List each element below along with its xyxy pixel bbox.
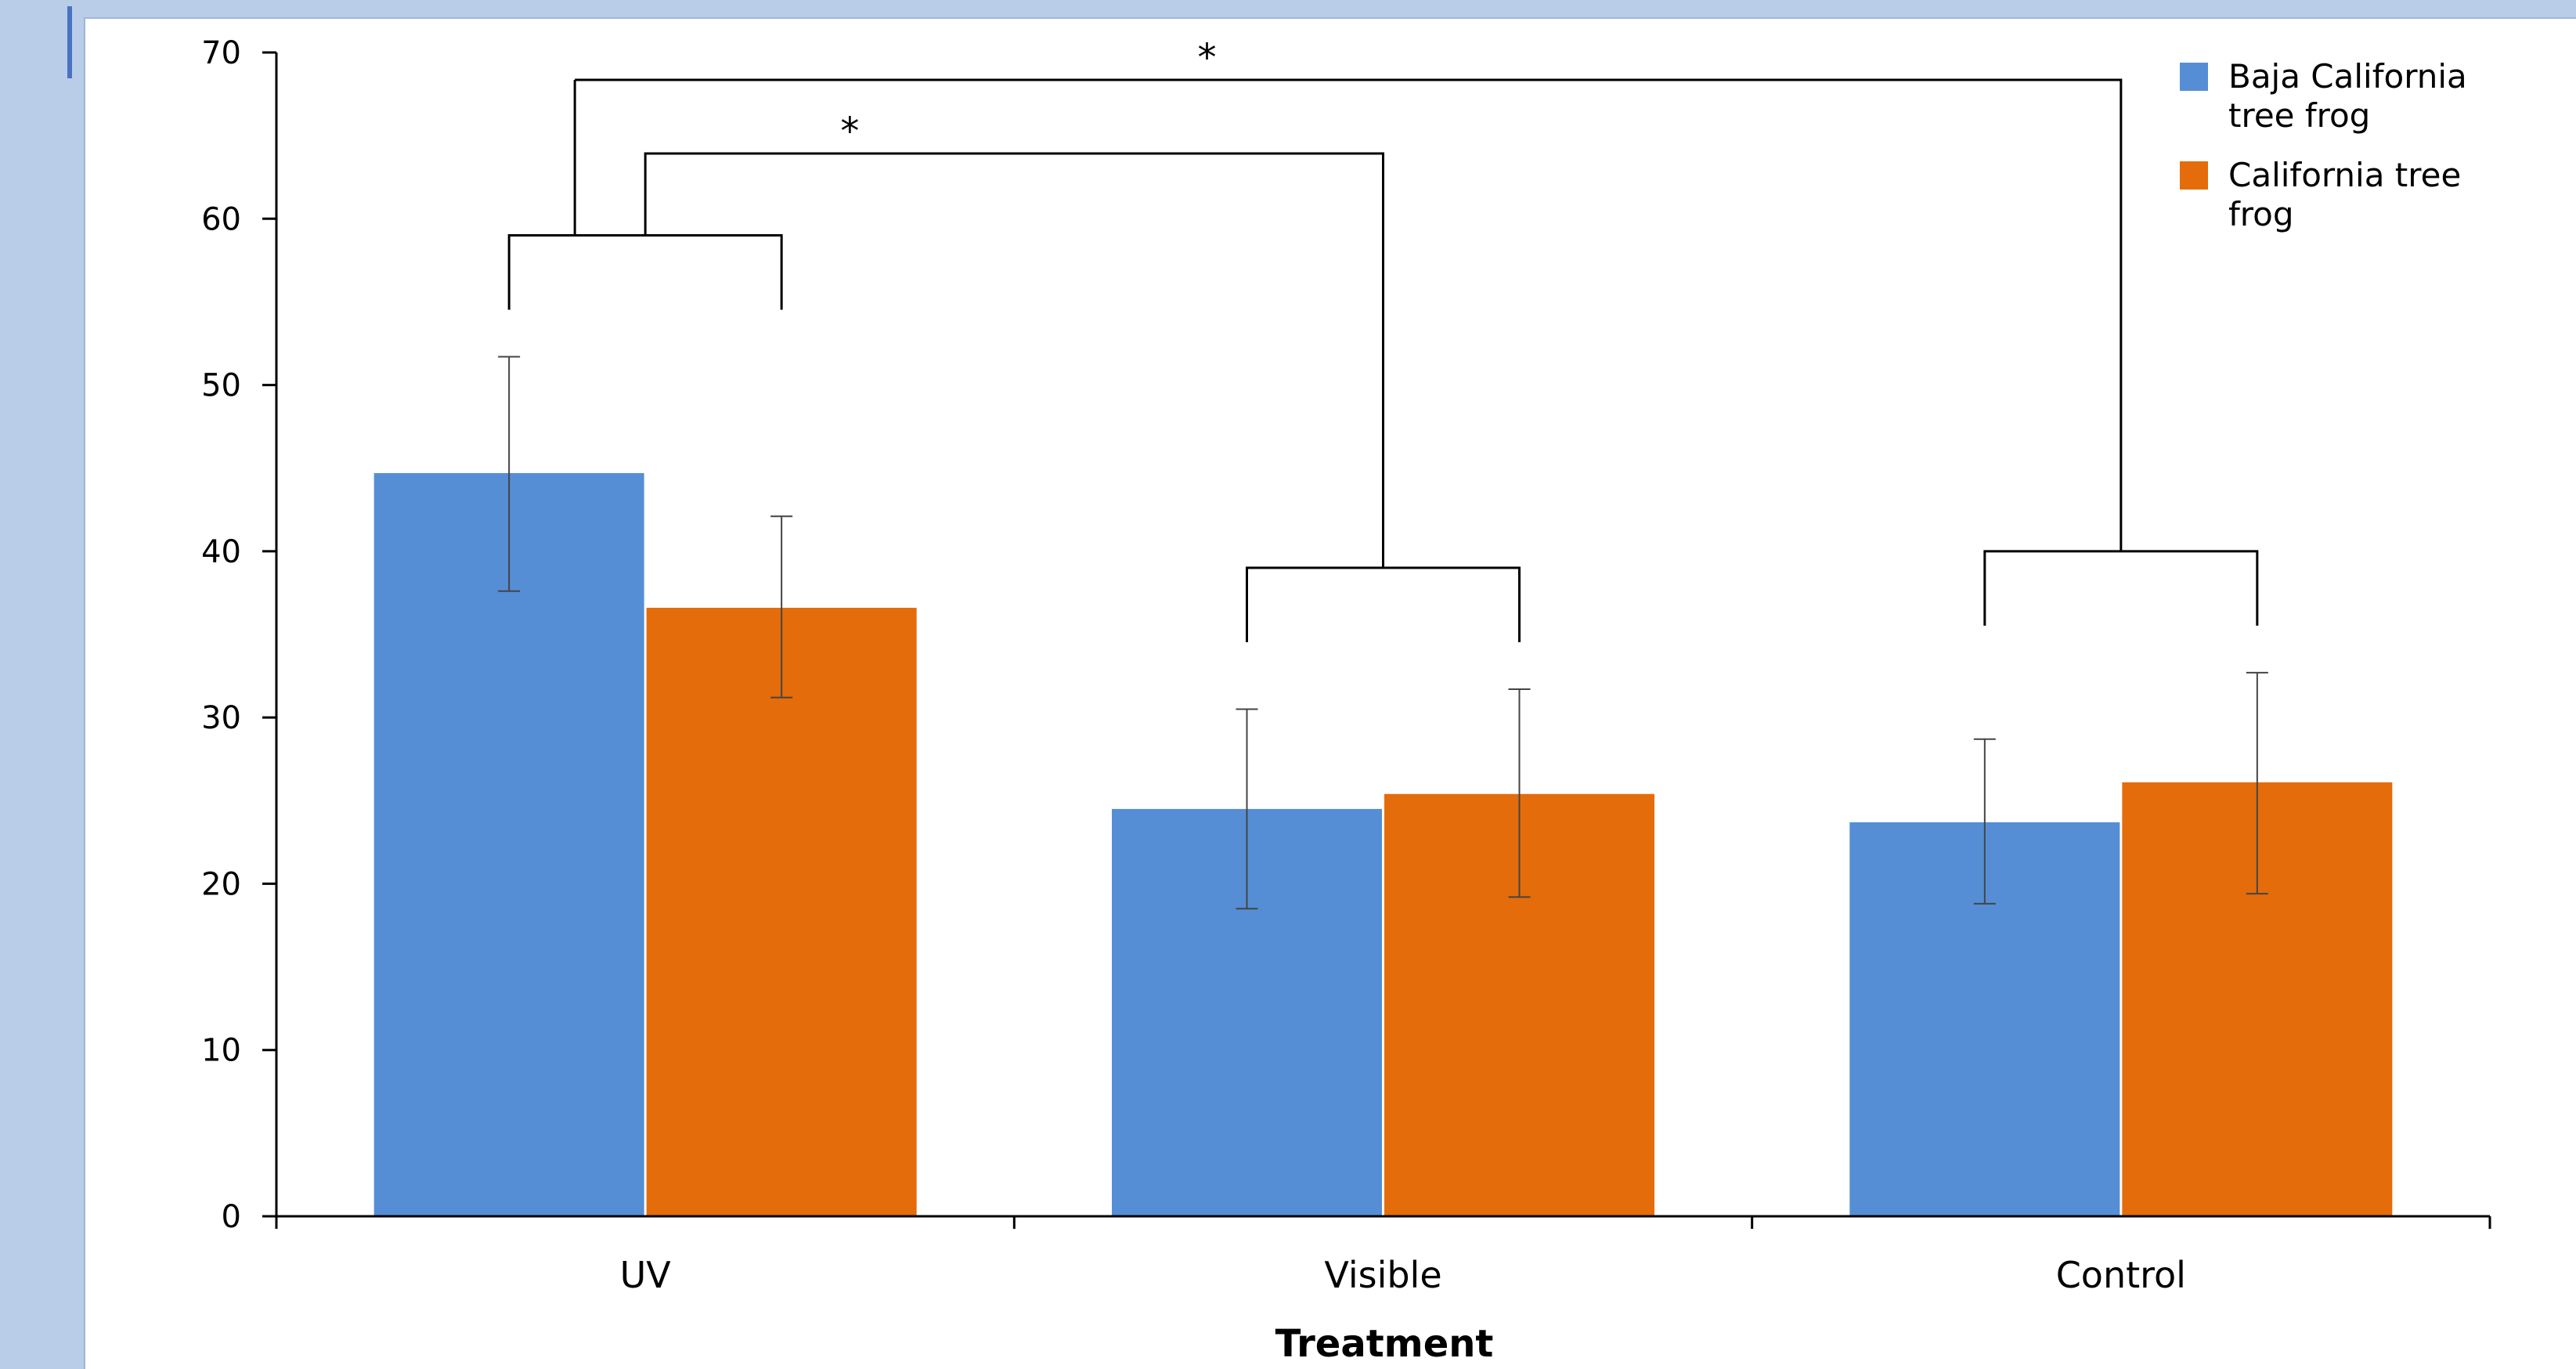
significance-brackets-layer: ** [507, 36, 2259, 643]
bracket-uv-vs-control [575, 78, 2123, 551]
legend-label-2-line-1: California tree [2228, 156, 2461, 194]
category-label-visible: Visible [1324, 1254, 1441, 1296]
legend-swatch-1 [2180, 63, 2208, 91]
error-bars-layer [498, 356, 2268, 910]
legend-label-1-line-1: Baja California [2228, 57, 2467, 96]
y-tick-label-40: 40 [201, 534, 241, 570]
bar-uv-series-1 [373, 473, 644, 1216]
y-tick-label-70: 70 [201, 35, 241, 71]
y-tick-label-30: 30 [201, 700, 241, 736]
y-tick-label-10: 10 [201, 1033, 241, 1069]
y-tick-label-60: 60 [201, 201, 241, 237]
bracket-control-group [1983, 550, 2259, 626]
y-tick-label-50: 50 [201, 368, 241, 404]
category-label-control: Control [2056, 1254, 2186, 1296]
bars-layer [373, 473, 2393, 1216]
legend-swatch-2 [2180, 161, 2208, 190]
x-axis-title: Treatment [1275, 1322, 1494, 1366]
axes-layer: UV Visible Control 0 10 20 30 40 50 60 70 [201, 35, 2491, 1296]
bracket-uv-group [507, 233, 783, 310]
significance-star-uv-vs-visible: * [840, 110, 859, 154]
category-label-uv: UV [620, 1254, 672, 1296]
bracket-uv-vs-visible [644, 152, 1384, 569]
legend-label-1-line-2: tree frog [2228, 96, 2370, 135]
legend-label-2-line-2: frog [2228, 195, 2294, 233]
y-tick-label-20: 20 [201, 866, 241, 902]
slide-edge-mark [67, 6, 72, 78]
y-tick-label-0: 0 [222, 1199, 241, 1235]
bar-uv-series-2 [646, 608, 917, 1216]
bracket-visible-group [1246, 566, 1521, 643]
significance-star-uv-vs-control: * [1198, 36, 1217, 80]
